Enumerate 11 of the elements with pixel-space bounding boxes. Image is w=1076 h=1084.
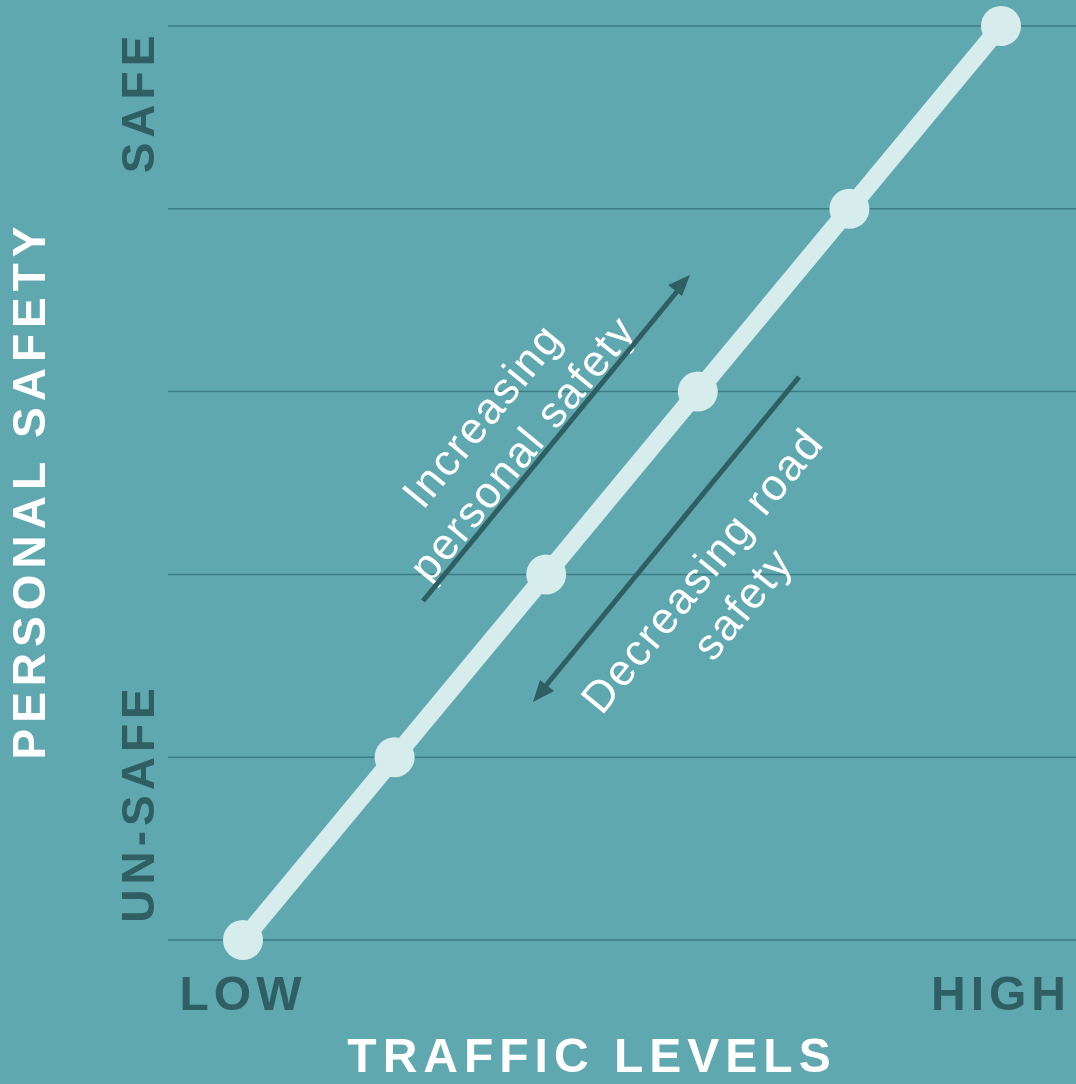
point <box>374 737 415 778</box>
point <box>677 371 718 412</box>
point <box>223 920 263 960</box>
x-tick-label: LOW <box>179 967 307 1021</box>
x-axis-title: TRAFFIC LEVELS <box>347 1029 837 1082</box>
y-axis-title: PERSONAL SAFETY <box>3 220 55 760</box>
text: UN-SAFE <box>112 683 164 923</box>
text: SAFE <box>112 30 164 174</box>
point <box>829 188 870 229</box>
x-tick-label: HIGH <box>931 967 1071 1021</box>
point <box>981 6 1021 46</box>
